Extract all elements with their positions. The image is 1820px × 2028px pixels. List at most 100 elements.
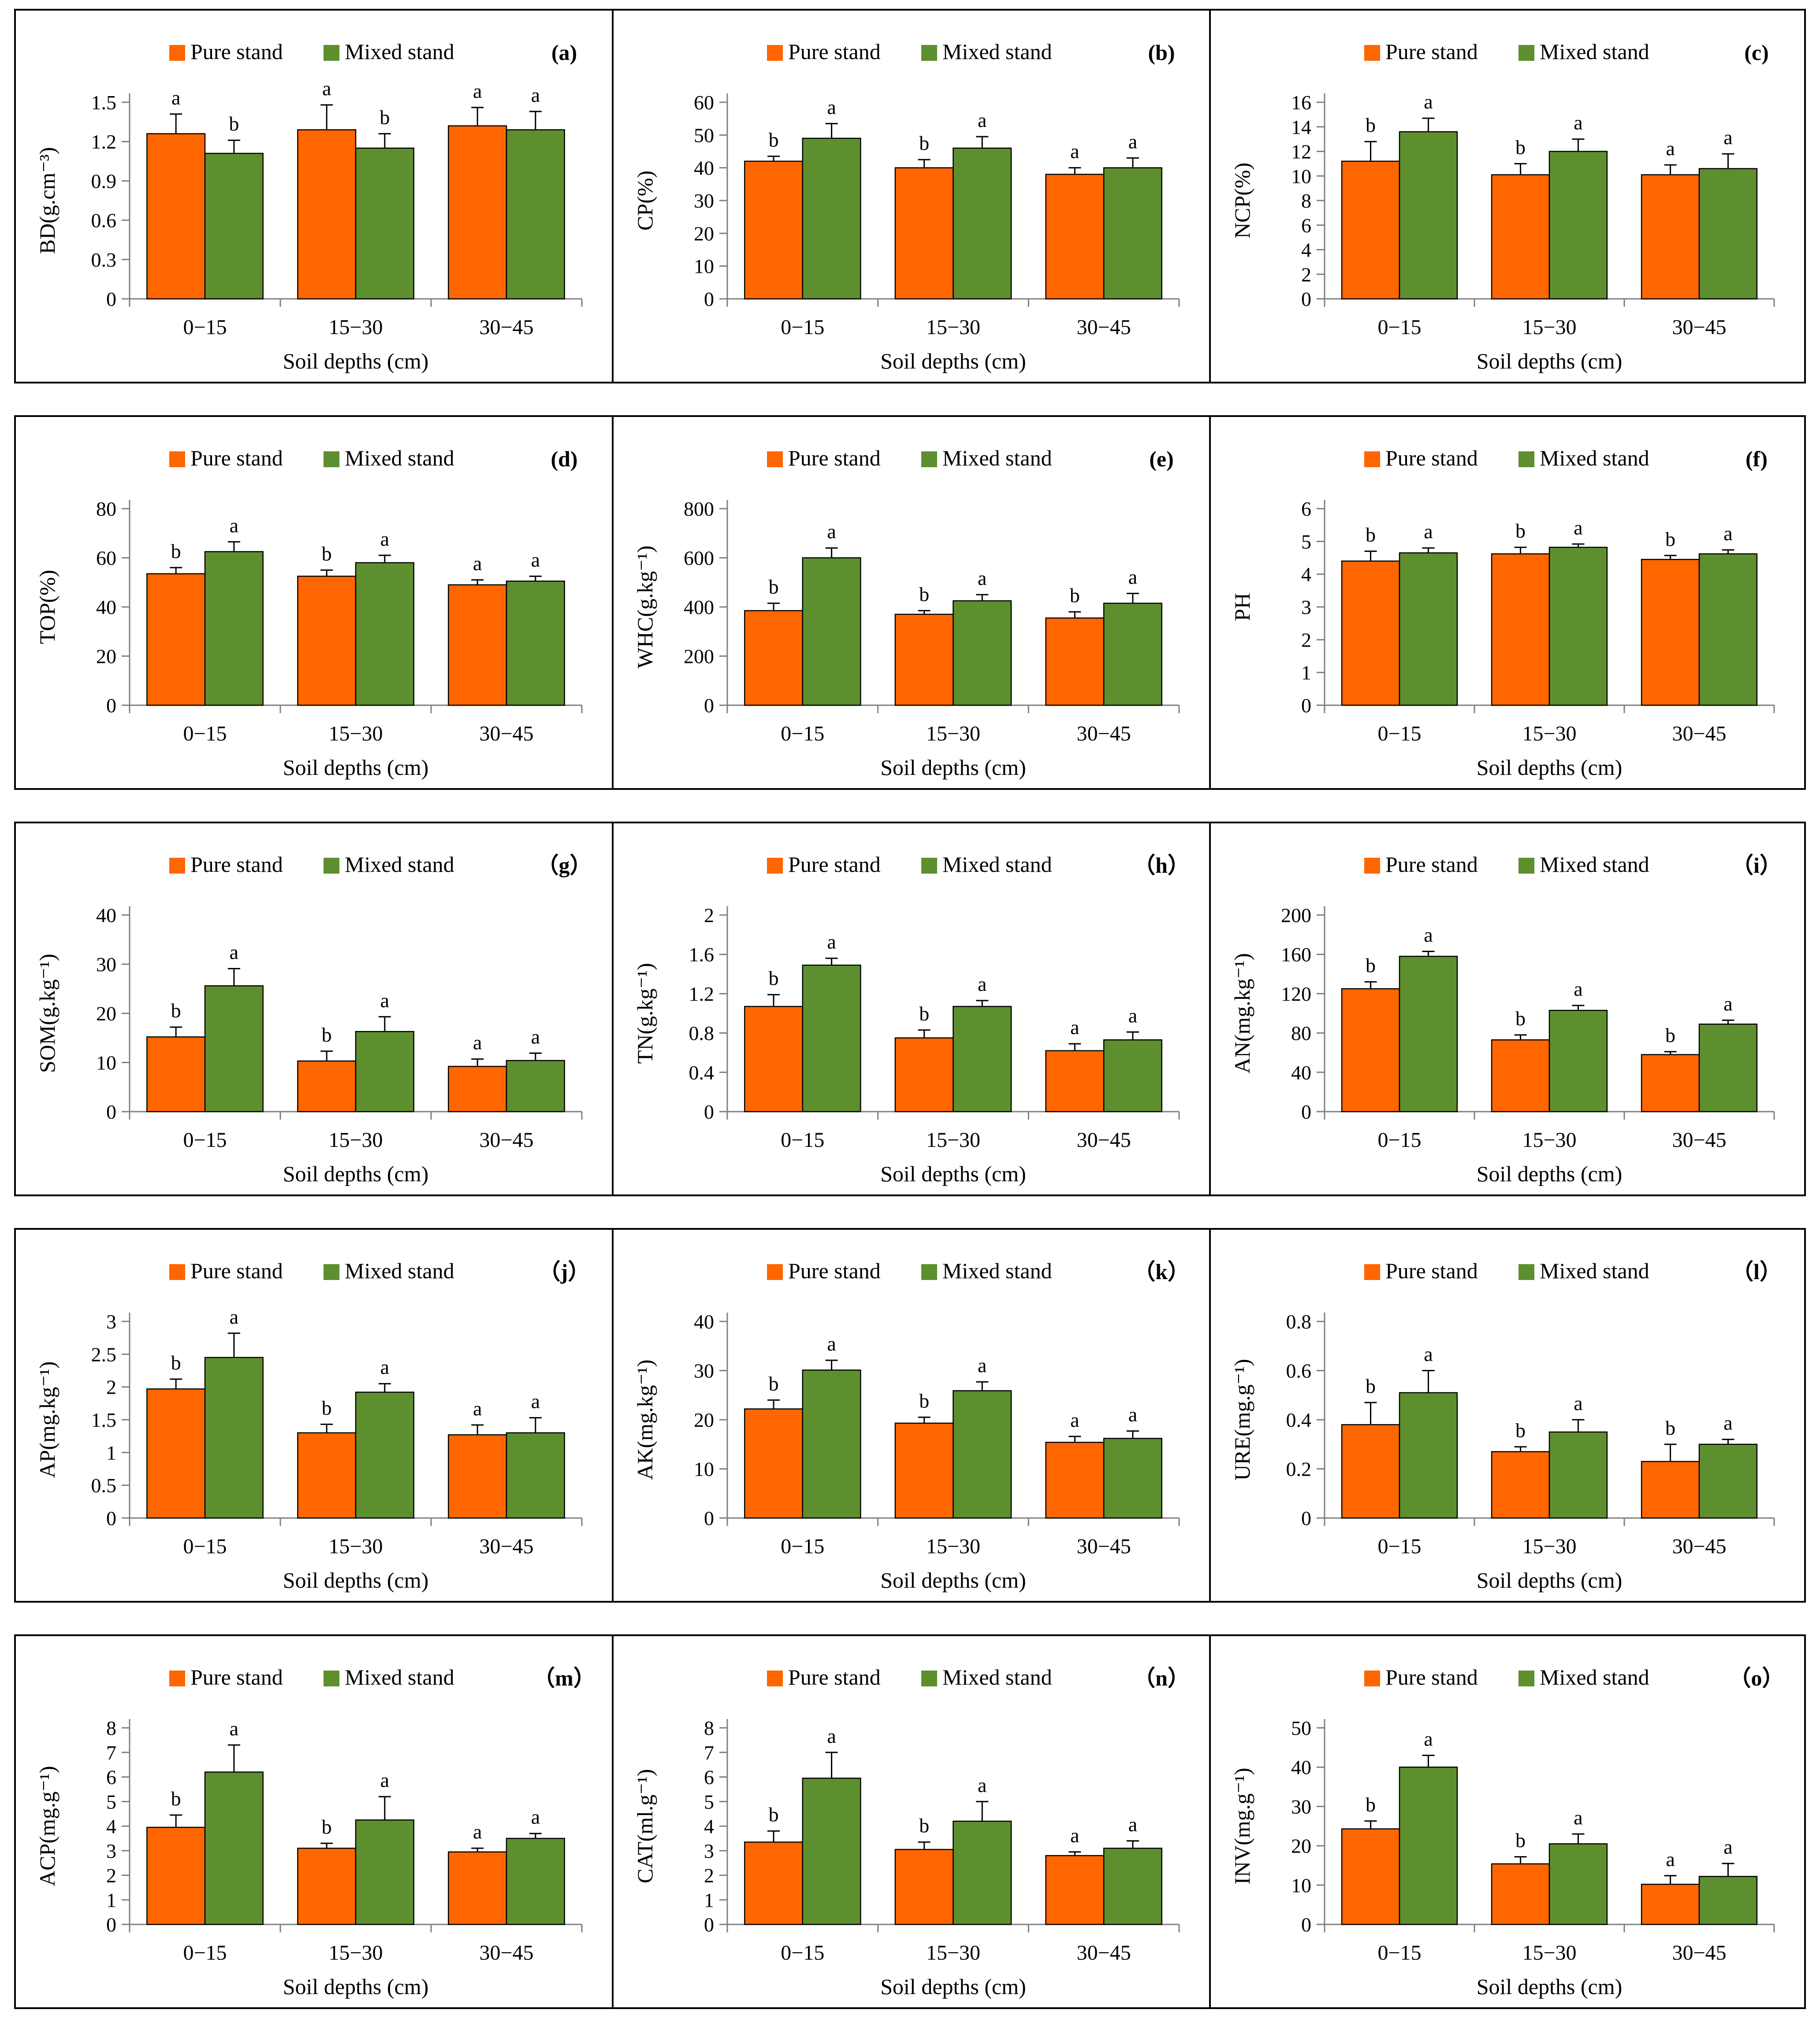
significance-letter: b [171, 540, 181, 562]
y-tick-label: 7 [704, 1741, 714, 1764]
panel-label: （g） [537, 853, 592, 878]
legend-label-mixed: Mixed stand [942, 1258, 1052, 1283]
significance-letter: b [1515, 1007, 1526, 1030]
bar-pure-0-15 [744, 1006, 804, 1113]
legend-label-pure: Pure stand [190, 852, 283, 877]
y-tick-label: 10 [96, 1052, 116, 1074]
legend-swatch-mixed [1519, 451, 1534, 467]
y-tick-label: 2 [704, 1864, 714, 1887]
y-tick-label: 0.5 [91, 1474, 117, 1497]
significance-letter: a [1070, 1824, 1079, 1847]
legend-label-mixed: Mixed stand [345, 446, 454, 470]
legend-label-mixed: Mixed stand [1540, 1258, 1649, 1283]
legend-label-pure: Pure stand [190, 1665, 283, 1689]
panel-label: (d) [551, 447, 577, 471]
significance-letter: a [1424, 1727, 1433, 1750]
significance-letter: a [1128, 1004, 1137, 1027]
y-tick-label: 7 [106, 1741, 116, 1764]
significance-letter: a [978, 1774, 986, 1796]
bar-mixed-15-30 [355, 1392, 414, 1519]
x-tick-label: 30−45 [1672, 316, 1726, 339]
x-tick-label: 0−15 [183, 316, 227, 339]
y-tick-label: 6 [1301, 498, 1311, 520]
significance-letter: a [1574, 1806, 1582, 1829]
significance-letter: a [827, 96, 836, 118]
significance-letter: b [1665, 1024, 1675, 1046]
bar-mixed-30-45 [506, 129, 565, 300]
legend-swatch-mixed [324, 1264, 339, 1280]
bar-pure-30-45 [1045, 1050, 1105, 1113]
y-tick-label: 4 [106, 1815, 116, 1838]
bar-pure-15-30 [1491, 174, 1550, 300]
bar-pure-15-30 [1491, 1863, 1550, 1925]
x-axis-title: Soil depths (cm) [1477, 1568, 1623, 1593]
legend-swatch-pure [767, 451, 783, 467]
bar-mixed-30-45 [506, 1838, 565, 1925]
bar-mixed-15-30 [355, 147, 414, 300]
bar-pure-0-15 [744, 1408, 804, 1519]
panel-frame [1209, 822, 1806, 1196]
y-tick-label: 8 [1301, 190, 1311, 212]
y-axis-title: AN(mg.kg⁻¹) [1230, 953, 1254, 1073]
bar-mixed-15-30 [1548, 1431, 1608, 1519]
panel-label: （n） [1133, 1666, 1190, 1690]
bar-mixed-0-15 [1399, 131, 1458, 300]
significance-letter: b [919, 1389, 929, 1412]
y-tick-label: 1.5 [91, 91, 117, 114]
bar-pure-0-15 [744, 610, 804, 706]
y-tick-label: 3 [106, 1840, 116, 1862]
y-tick-label: 2.5 [91, 1343, 117, 1366]
y-tick-label: 3 [704, 1840, 714, 1862]
y-tick-label: 0.8 [689, 1022, 715, 1045]
y-tick-label: 200 [1281, 904, 1311, 927]
y-tick-label: 10 [694, 255, 714, 278]
legend-swatch-mixed [921, 45, 937, 61]
y-tick-label: 5 [1301, 530, 1311, 553]
significance-letter: b [322, 1396, 332, 1419]
x-tick-label: 0−15 [1377, 1128, 1421, 1152]
bar-mixed-0-15 [204, 985, 264, 1113]
bar-mixed-30-45 [1698, 553, 1758, 706]
y-tick-label: 50 [694, 124, 714, 146]
bar-pure-30-45 [448, 1851, 507, 1925]
y-tick-label: 0 [106, 1913, 116, 1936]
legend-swatch-mixed [324, 1671, 339, 1686]
y-tick-label: 6 [704, 1766, 714, 1789]
y-tick-label: 0.8 [1286, 1310, 1312, 1333]
legend-swatch-mixed [324, 45, 339, 61]
x-tick-label: 30−45 [1672, 1941, 1726, 1965]
bar-pure-15-30 [894, 1037, 954, 1113]
significance-letter: a [380, 1356, 389, 1378]
significance-letter: b [919, 1002, 929, 1025]
legend-swatch-pure [169, 858, 185, 874]
legend-label-mixed: Mixed stand [345, 1258, 454, 1283]
bar-pure-30-45 [448, 584, 507, 706]
y-tick-label: 600 [684, 547, 714, 569]
bar-pure-30-45 [1641, 1054, 1700, 1113]
x-axis-title: Soil depths (cm) [1477, 755, 1623, 780]
y-tick-label: 0 [1301, 288, 1311, 310]
legend-label-mixed: Mixed stand [942, 852, 1052, 877]
panel-label: （h） [1133, 853, 1190, 878]
bar-mixed-0-15 [802, 964, 861, 1113]
y-axis-title: URE(mg.g⁻¹) [1230, 1359, 1254, 1481]
y-tick-label: 20 [96, 645, 116, 668]
x-axis-title: Soil depths (cm) [1477, 1161, 1623, 1186]
bar-mixed-30-45 [1698, 168, 1758, 300]
bar-mixed-0-15 [802, 138, 861, 300]
significance-letter: a [1574, 978, 1582, 1000]
chart-panel-7: Pure stand Mixed stand （g） 0 10 20 30 40 SOM(g.k… [14, 822, 614, 1196]
y-tick-label: 0 [1301, 1507, 1311, 1529]
chart-panel-4: Pure stand Mixed stand (d) 0 20 40 60 80 TOP(%) b… [14, 415, 614, 790]
bar-mixed-0-15 [204, 1771, 264, 1925]
y-tick-label: 2 [1301, 263, 1311, 286]
bar-mixed-30-45 [506, 1060, 565, 1113]
bar-mixed-15-30 [953, 1390, 1012, 1519]
legend-swatch-mixed [324, 858, 339, 874]
bar-pure-30-45 [1045, 617, 1105, 706]
bar-mixed-15-30 [355, 1819, 414, 1925]
y-tick-label: 20 [1291, 1835, 1311, 1857]
significance-letter: b [1515, 1419, 1526, 1441]
x-tick-label: 30−45 [479, 722, 533, 745]
bar-pure-0-15 [146, 1036, 206, 1113]
